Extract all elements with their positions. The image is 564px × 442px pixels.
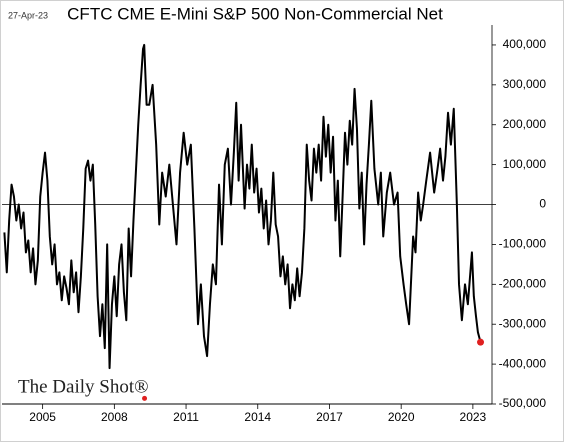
source-dot [142,395,148,401]
x-tick-label: 2017 [316,410,343,424]
x-tick-label: 2011 [173,410,199,424]
date-label: 27-Apr-23 [8,10,48,20]
x-tick-label: 2014 [244,410,271,424]
y-tick-label: 200,000 [503,117,547,131]
y-tick-label: -500,000 [499,396,547,410]
y-tick-label: 300,000 [503,77,547,91]
last-point [477,338,485,346]
x-tick-label: 2020 [388,410,415,424]
y-tick-label: -300,000 [499,316,547,330]
y-tick-label: -200,000 [499,276,547,290]
y-tick-label: 0 [539,197,546,211]
data-line [3,43,482,370]
y-tick-label: 400,000 [503,37,547,51]
x-tick-label: 2023 [460,410,487,424]
source-watermark: The Daily Shot® [18,376,149,397]
x-tick-label: 2008 [101,410,128,424]
y-tick-label: 100,000 [503,157,547,171]
chart-title: CFTC CME E-Mini S&P 500 Non-Commercial N… [67,4,443,23]
y-tick-label: -400,000 [499,356,547,370]
y-tick-label: -100,000 [499,237,547,251]
x-tick-label: 2005 [29,410,56,424]
